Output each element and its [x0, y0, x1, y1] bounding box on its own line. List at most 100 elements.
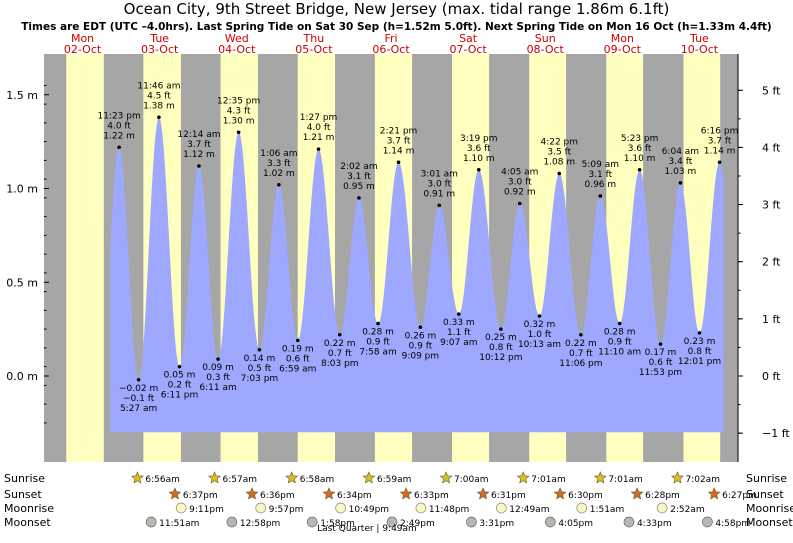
sunrise-icon [208, 471, 222, 484]
y-tick-label: 0.0 m [6, 370, 38, 383]
high-tide-label: 12:35 pm [217, 96, 260, 106]
high-tide-point [236, 130, 241, 135]
high-tide-point [678, 181, 683, 185]
high-tide-label: 3:19 pm [460, 134, 498, 144]
day-name-label: Wed [225, 32, 249, 45]
moonset-icon [466, 516, 477, 528]
moonset-icon [386, 516, 398, 528]
low-tide-label: 10:12 pm [479, 353, 522, 363]
high-tide-label: 4.5 ft [147, 91, 171, 101]
day-date-label: 08-Oct [527, 43, 565, 56]
low-tide-point [658, 342, 663, 346]
sunrise-time: 6:56am [145, 475, 180, 485]
day-date-label: 09-Oct [604, 43, 642, 56]
day-name-label: Thu [303, 32, 325, 45]
high-tide-point [316, 147, 321, 151]
high-tide-label: 6:04 am [662, 147, 699, 157]
sunrise-icon [671, 471, 684, 484]
low-tide-label: 6:59 am [279, 364, 316, 374]
high-tide-label: 3:01 am [421, 169, 458, 179]
sunrise-time: 6:59am [377, 475, 412, 485]
day-date-label: 03-Oct [141, 43, 179, 56]
low-tide-label: 0.9 ft [608, 338, 632, 348]
chart-subtitle: Times are EDT (UTC –4.0hrs). Last Spring… [21, 21, 771, 33]
moonset-time: 1:58pm [320, 519, 355, 529]
sunrise-time: 7:01am [531, 475, 566, 485]
low-tide-label: 0.28 m [362, 328, 394, 338]
day-date-label: 06-Oct [372, 43, 410, 56]
low-tide-label: 6:11 am [199, 383, 236, 393]
high-tide-label: 1.10 m [463, 154, 495, 164]
moonrise-time: 1:51am [590, 505, 625, 515]
high-tide-label: 3.7 ft [387, 136, 411, 146]
high-tide-point [637, 167, 642, 172]
sunset-row-label-left: Sunset [4, 488, 42, 501]
sunrise-icon [516, 471, 530, 484]
day-date-label: 07-Oct [449, 43, 487, 56]
moonset-icon [544, 516, 556, 528]
high-tide-point [396, 160, 401, 165]
day-name-label: Sat [459, 32, 478, 45]
low-tide-label: 8:03 pm [321, 359, 359, 369]
low-tide-label: 0.33 m [443, 318, 475, 328]
low-tide-label: 0.22 m [324, 339, 356, 349]
sunset-icon [322, 487, 336, 500]
low-tide-point [257, 347, 262, 352]
sunset-icon [168, 487, 182, 500]
low-tide-point [537, 314, 542, 318]
low-tide-label: 1.0 ft [528, 330, 552, 340]
high-tide-label: 4.0 ft [107, 121, 131, 131]
high-tide-label: 0.95 m [343, 182, 375, 192]
high-tide-label: 1.02 m [263, 169, 295, 179]
day-name-label: Mon [611, 32, 634, 45]
high-tide-label: 3.5 ft [547, 148, 571, 158]
low-tide-label: 0.25 m [485, 333, 517, 343]
high-tide-point [277, 182, 281, 187]
low-tide-point [579, 332, 583, 337]
y2-tick-label: 5 ft [762, 84, 781, 97]
high-tide-label: 1.03 m [665, 167, 697, 177]
high-tide-label: 4.0 ft [307, 123, 331, 133]
high-tide-point [717, 160, 722, 165]
high-tide-label: 1:27 pm [300, 113, 338, 123]
low-tide-label: 0.9 ft [409, 341, 433, 351]
low-tide-label: 11:53 pm [639, 368, 682, 378]
sunset-time: 6:31pm [491, 491, 526, 501]
low-tide-label: 0.28 m [604, 328, 636, 338]
sunset-time: 6:36pm [260, 491, 295, 501]
low-tide-label: 0.26 m [405, 331, 437, 341]
low-tide-label: −0.02 m [119, 384, 158, 394]
high-tide-point [437, 203, 442, 208]
y2-tick-label: 4 ft [762, 141, 781, 154]
low-tide-label: 0.3 ft [206, 373, 230, 383]
tide-labels: 11:23 pm4.0 ft1.22 m−0.02 m−0.1 ft5:27 a… [97, 81, 738, 414]
sunrise-time: 7:01am [608, 475, 643, 485]
high-tide-label: 3.6 ft [628, 144, 652, 154]
moonset-row-label-right: Moonset [746, 516, 793, 529]
moonrise-icon [415, 502, 427, 514]
low-tide-label: 9:09 pm [402, 351, 440, 361]
low-tide-label: −0.1 ft [123, 394, 155, 404]
high-tide-label: 1.08 m [543, 158, 575, 168]
high-tide-point [197, 164, 201, 168]
moonset-icon [226, 516, 238, 528]
y2-tick-label: 1 ft [762, 313, 781, 326]
low-tide-point [418, 325, 423, 330]
sunset-time: 6:27pm [722, 491, 757, 501]
high-tide-point [157, 115, 161, 120]
low-tide-label: 0.19 m [282, 344, 314, 354]
high-tide-label: 3.7 ft [708, 136, 732, 146]
daylight-band [66, 54, 104, 462]
low-tide-label: 7:03 pm [241, 374, 279, 384]
sunset-time: 6:28pm [645, 491, 680, 501]
low-tide-label: 0.14 m [244, 354, 276, 364]
moonrise-icon [335, 502, 347, 514]
low-tide-label: 0.22 m [565, 339, 597, 349]
high-tide-label: 1.38 m [143, 101, 175, 111]
low-tide-label: 0.23 m [684, 337, 716, 347]
high-tide-label: 1.30 m [223, 116, 255, 126]
moonrise-time: 12:49am [509, 505, 549, 515]
low-tide-label: 0.09 m [202, 363, 234, 373]
